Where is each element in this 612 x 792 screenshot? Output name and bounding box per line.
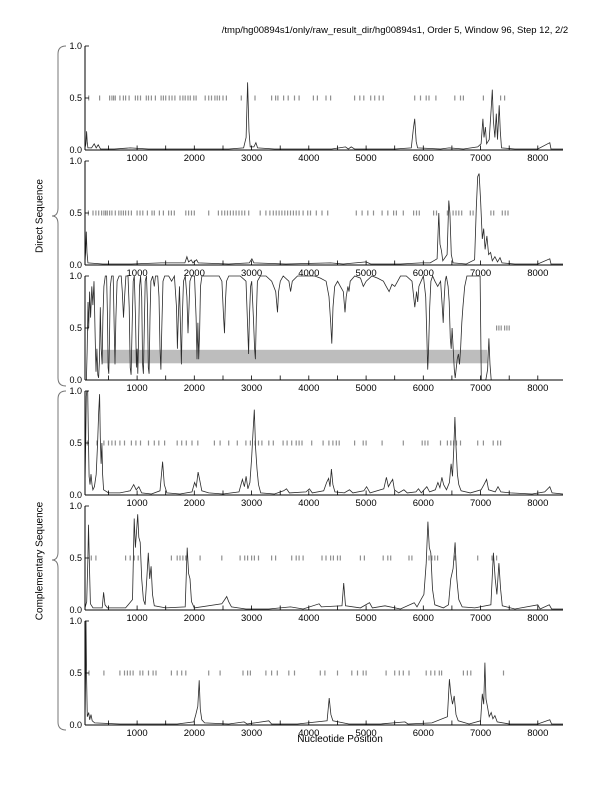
x-tick-label: 4000 [298,383,319,394]
y-tick-label: 0.5 [69,553,82,563]
x-tick-label: 5000 [356,383,377,394]
x-tick-label: 6000 [413,728,434,739]
x-tick-label: 4000 [298,153,319,164]
x-tick-label: 1000 [127,613,148,624]
y-tick-label: 1.0 [69,386,82,396]
y-tick-label: 0.5 [69,93,82,103]
x-tick-label: 1000 [127,498,148,509]
x-tick-label: 7000 [470,383,491,394]
y-tick-label: 0.5 [69,323,82,333]
x-tick-label: 1000 [127,728,148,739]
signal-line [84,173,563,265]
x-tick-label: 8000 [527,268,548,279]
complementary-group-brace [51,390,67,731]
panel-direct-3: 1000 2000 3000 4000 5000 6000 7000 8000 0.0 0.5 1.… [69,271,563,394]
x-tick-label: 8000 [527,383,548,394]
y-tick-label: 1.0 [69,501,82,511]
signal-line [84,390,564,495]
x-tick-label: 2000 [184,613,205,624]
x-tick-label: 7000 [470,498,491,509]
y-tick-label: 0.0 [69,260,82,270]
x-tick-label: 7000 [470,728,491,739]
x-tick-label: 6000 [413,498,434,509]
x-tick-label: 6000 [413,613,434,624]
y-tick-label: 0.0 [69,605,82,615]
x-tick-label: 1000 [127,153,148,164]
x-tick-label: 2000 [184,153,205,164]
x-tick-label: 5000 [356,613,377,624]
x-tick-label: 3000 [241,383,262,394]
x-tick-label: 7000 [470,613,491,624]
direct-group-brace [51,45,67,387]
y-tick-label: 0.5 [69,438,82,448]
signal-line [84,620,563,725]
x-tick-label: 2000 [184,383,205,394]
panel-complementary-1: 1000 2000 3000 4000 5000 6000 7000 8000 0.0 0.5 1.… [69,386,564,509]
y-tick-label: 0.5 [69,208,82,218]
x-tick-label: 4000 [298,498,319,509]
signal-line [84,514,563,610]
x-tick-label: 5000 [356,153,377,164]
plot-title: /tmp/hg00894s1/only/raw_result_dir/hg008… [221,25,569,36]
x-tick-label: 1000 [127,383,148,394]
y-tick-label: 0.0 [69,720,82,730]
x-tick-label: 4000 [298,613,319,624]
y-tick-label: 0.0 [69,145,82,155]
x-tick-label: 3000 [241,498,262,509]
y-tick-label: 1.0 [69,156,82,166]
x-tick-label: 7000 [470,268,491,279]
x-tick-label: 5000 [356,268,377,279]
y-tick-label: 1.0 [69,616,82,626]
y-tick-label: 0.0 [69,375,82,385]
y-tick-label: 0.0 [69,490,82,500]
x-tick-label: 3000 [241,268,262,279]
x-tick-label: 2000 [184,498,205,509]
y-tick-label: 0.5 [69,668,82,678]
x-tick-label: 6000 [413,153,434,164]
x-tick-label: 3000 [241,613,262,624]
panel-direct-2: 1000 2000 3000 4000 5000 6000 7000 8000 0.0 0.5 1.… [69,156,563,279]
signal-line [84,82,563,150]
x-tick-label: 1000 [127,268,148,279]
x-tick-label: 8000 [527,498,548,509]
x-tick-label: 2000 [184,728,205,739]
x-tick-label: 8000 [527,613,548,624]
x-tick-label: 5000 [356,498,377,509]
y-tick-label: 1.0 [69,41,82,51]
x-tick-label: 6000 [413,268,434,279]
x-axis-title: Nucleotide Position [297,734,383,745]
x-tick-label: 4000 [298,268,319,279]
x-tick-label: 8000 [527,153,548,164]
panel-complementary-3: 1000 2000 3000 4000 5000 6000 7000 8000 0.0 0.5 1.… [69,616,563,739]
panel-complementary-2: 1000 2000 3000 4000 5000 6000 7000 8000 0.0 0.5 1.… [69,501,563,624]
signal-line [85,274,563,381]
x-tick-label: 4000 [298,728,319,739]
x-tick-label: 2000 [184,268,205,279]
x-tick-label: 3000 [241,728,262,739]
y-tick-label: 1.0 [69,271,82,281]
x-tick-label: 8000 [527,728,548,739]
x-tick-label: 7000 [470,153,491,164]
x-tick-label: 3000 [241,153,262,164]
x-tick-label: 5000 [356,728,377,739]
x-tick-label: 6000 [413,383,434,394]
panel-direct-1: 1000 2000 3000 4000 5000 6000 7000 8000 0.0 0.5 1.… [69,41,563,164]
